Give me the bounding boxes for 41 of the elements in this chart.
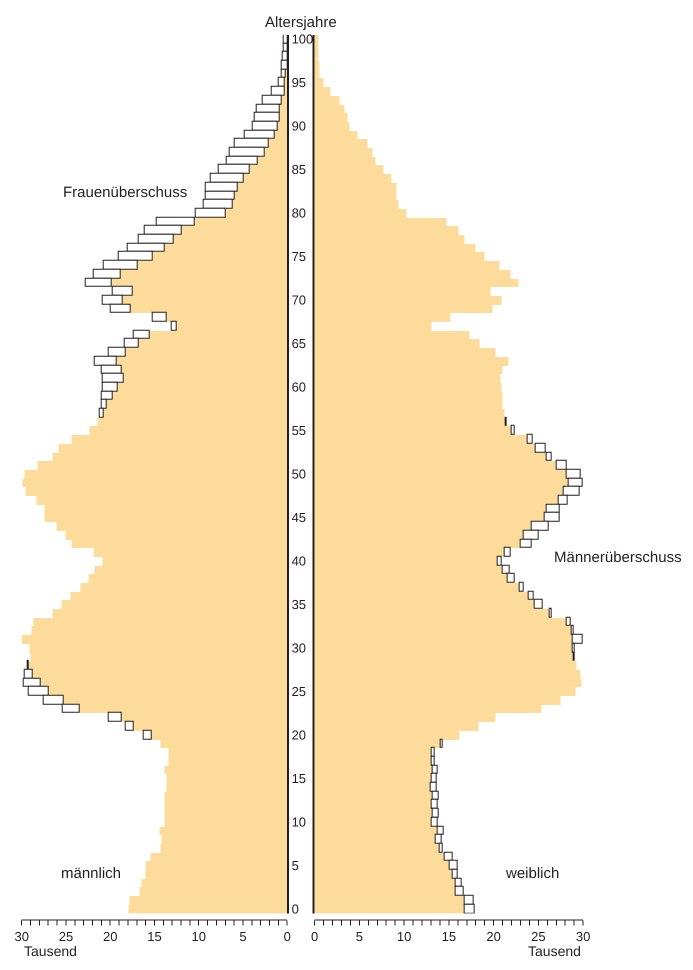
y-tick-label: 85 bbox=[292, 162, 306, 178]
y-tick-label: 90 bbox=[292, 118, 306, 134]
x-tick-label: 15 bbox=[147, 928, 162, 944]
y-tick-label: 35 bbox=[292, 597, 306, 612]
y-tick-label: 80 bbox=[292, 206, 306, 221]
annotation: weiblich bbox=[505, 865, 560, 882]
x-tick-label: 25 bbox=[58, 928, 74, 944]
y-axis-title: Altersjahre bbox=[265, 14, 337, 31]
y-tick-label: 40 bbox=[292, 554, 306, 569]
y-tick-label: 5 bbox=[292, 858, 299, 874]
y-tick-label: 55 bbox=[292, 423, 306, 438]
y-tick-label: 100 bbox=[292, 32, 314, 47]
y-tick-label: 20 bbox=[292, 728, 306, 743]
y-tick-label: 75 bbox=[292, 249, 306, 264]
y-tick-label: 30 bbox=[292, 640, 306, 656]
x-tick-label: 20 bbox=[102, 928, 118, 944]
y-tick-label: 10 bbox=[292, 814, 306, 830]
x-axis-title: Tausend bbox=[24, 943, 77, 959]
x-tick-label: 20 bbox=[486, 928, 501, 944]
annotation: Frauenüberschuss bbox=[63, 184, 188, 201]
x-tick-label: 30 bbox=[576, 928, 590, 944]
y-tick-label: 25 bbox=[292, 684, 306, 700]
x-axis-title: Tausend bbox=[528, 943, 581, 959]
x-tick-label: 10 bbox=[191, 928, 206, 944]
x-tick-label: 10 bbox=[396, 928, 412, 944]
annotation: Männerüberschuss bbox=[554, 549, 682, 566]
y-tick-label: 15 bbox=[292, 771, 306, 786]
y-tick-label: 50 bbox=[292, 466, 306, 482]
x-tick-label: 30 bbox=[14, 928, 29, 944]
annotation: männlich bbox=[61, 865, 122, 882]
y-tick-label: 0 bbox=[292, 902, 299, 917]
y-tick-label: 95 bbox=[292, 75, 306, 90]
y-tick-label: 70 bbox=[292, 292, 306, 308]
x-tick-label: 0 bbox=[311, 928, 318, 944]
y-tick-label: 65 bbox=[292, 336, 306, 352]
x-tick-label: 5 bbox=[356, 928, 364, 944]
y-tick-label: 60 bbox=[292, 380, 306, 395]
x-tick-label: 5 bbox=[239, 928, 247, 944]
x-tick-label: 15 bbox=[442, 928, 456, 944]
y-tick-label: 45 bbox=[292, 510, 306, 526]
x-tick-label: 25 bbox=[531, 928, 546, 944]
